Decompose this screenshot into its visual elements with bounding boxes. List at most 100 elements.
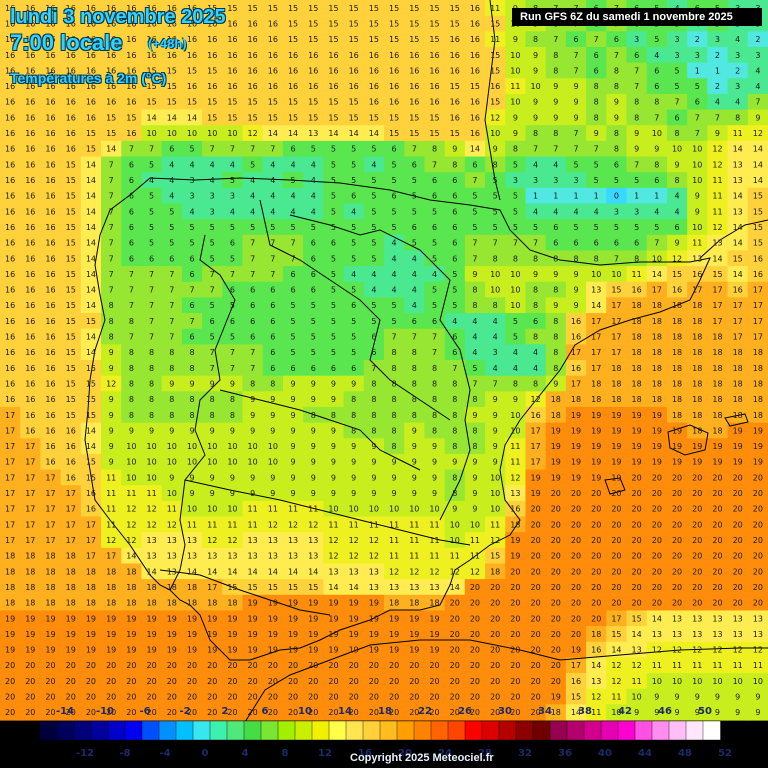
temperature-value: 16 (268, 19, 278, 28)
temperature-value: 19 (611, 473, 621, 482)
temperature-value: 9 (412, 489, 417, 498)
temperature-cell (40, 266, 62, 283)
temperature-cell (363, 234, 385, 252)
temperature-cell (525, 328, 547, 345)
temperature-cell (20, 219, 42, 236)
temperature-cell (505, 328, 527, 345)
temperature-cell (626, 328, 648, 345)
temperature-cell (222, 360, 244, 377)
temperature-cell (646, 234, 668, 252)
temperature-cell (101, 219, 122, 236)
temperature-cell (161, 140, 183, 158)
temperature-cell (444, 406, 466, 424)
temperature-value: 19 (551, 426, 561, 435)
temperature-value: 20 (712, 552, 722, 561)
temperature-value: 12 (167, 520, 177, 529)
temperature-value: 16 (288, 66, 298, 75)
temperature-cell (60, 579, 82, 596)
temperature-value: 8 (412, 348, 417, 357)
temperature-cell (60, 406, 82, 424)
temperature-cell (444, 93, 466, 111)
temperature-value: 16 (470, 19, 480, 28)
temperature-cell (40, 250, 62, 267)
temperature-value: 20 (753, 505, 763, 514)
temperature-cell (80, 375, 102, 392)
temperature-value: 4 (169, 192, 174, 201)
temperature-cell (666, 438, 688, 455)
temperature-cell (626, 485, 648, 502)
temperature-value: 9 (675, 693, 680, 702)
temperature-cell (565, 313, 587, 330)
temperature-value: 1 (634, 192, 639, 201)
temperature-cell (80, 219, 102, 236)
temperature-cell (282, 532, 304, 549)
temperature-cell (606, 62, 628, 79)
temperature-cell (646, 250, 668, 267)
temperature-value: 5 (634, 223, 639, 232)
temperature-cell (707, 469, 729, 486)
temperature-cell (242, 187, 264, 205)
temperature-cell (505, 125, 527, 142)
temperature-cell (303, 125, 324, 142)
temperature-cell (222, 250, 244, 267)
temperature-cell (101, 125, 122, 142)
temperature-value: 15 (409, 35, 419, 44)
temperature-cell (60, 500, 82, 518)
temperature-cell (384, 391, 405, 408)
temperature-value: 18 (106, 583, 116, 592)
temperature-cell (687, 328, 708, 345)
temperature-value: 16 (66, 442, 76, 451)
temperature-cell (384, 31, 405, 48)
temperature-cell (646, 125, 668, 142)
temperature-value: 9 (169, 426, 174, 435)
temperature-cell (80, 93, 102, 111)
temperature-value: 8 (432, 395, 437, 404)
temperature-value: 19 (227, 614, 237, 623)
temperature-value: 20 (490, 661, 500, 670)
temperature-cell (565, 344, 587, 361)
temperature-value: 14 (126, 552, 136, 561)
temperature-value: 12 (126, 520, 136, 529)
temperature-value: 9 (331, 426, 336, 435)
temperature-value: 9 (250, 411, 255, 420)
temperature-cell (747, 313, 768, 330)
temperature-cell (525, 547, 547, 565)
temperature-value: 9 (452, 458, 457, 467)
temperature-value: 16 (632, 286, 642, 295)
temperature-value: 18 (45, 583, 55, 592)
temperature-value: 11 (733, 661, 743, 670)
temperature-value: 15 (66, 160, 76, 169)
temperature-cell (525, 485, 547, 502)
temperature-value: 18 (632, 301, 642, 310)
temperature-value: 18 (733, 395, 743, 404)
temperature-value: 4 (432, 270, 437, 279)
temperature-value: 20 (167, 661, 177, 670)
temperature-cell (727, 109, 749, 126)
temperature-value: 8 (392, 379, 397, 388)
temperature-value: 16 (571, 317, 581, 326)
temperature-cell (303, 375, 324, 392)
temperature-value: 19 (227, 646, 237, 655)
temperature-value: 4 (169, 176, 174, 185)
temperature-cell (586, 172, 607, 189)
temperature-value: 13 (308, 129, 318, 138)
temperature-value: 6 (270, 301, 275, 310)
temperature-cell (505, 219, 527, 236)
temperature-value: 16 (369, 98, 379, 107)
temperature-cell (565, 360, 587, 377)
temperature-value: 2 (735, 66, 740, 75)
temperature-cell (545, 594, 567, 612)
temperature-cell (60, 46, 82, 64)
temperature-value: 9 (573, 286, 578, 295)
temperature-cell (464, 391, 486, 408)
temperature-value: 20 (551, 614, 561, 623)
temperature-cell (727, 532, 749, 549)
temperature-value: 10 (510, 286, 520, 295)
temperature-cell (666, 547, 688, 565)
temperature-value: 19 (66, 614, 76, 623)
temperature-cell (606, 266, 628, 283)
temperature-cell (525, 234, 547, 252)
temperature-cell (545, 485, 567, 502)
temperature-value: 20 (126, 708, 136, 717)
temperature-cell (60, 360, 82, 377)
